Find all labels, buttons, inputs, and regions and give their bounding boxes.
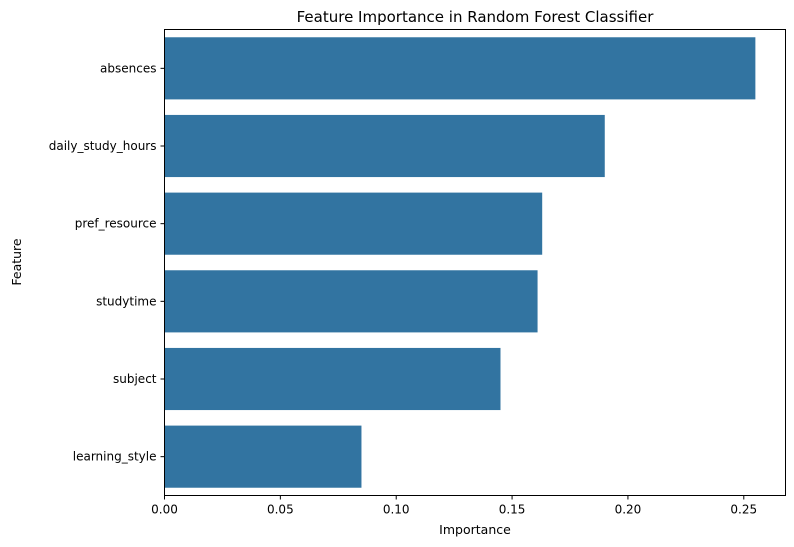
y-tick-label: subject (113, 372, 157, 386)
y-tick-label: absences (100, 61, 156, 75)
x-tick-label: 0.20 (615, 503, 642, 517)
x-tick-label: 0.15 (499, 503, 526, 517)
bar-subject (164, 347, 501, 411)
y-ticks-group: absences daily_study_hours pref_resourcest… (49, 61, 165, 464)
bar-studytime (164, 270, 538, 333)
bar-pref-resource (164, 192, 543, 255)
bar-learning-style (164, 425, 362, 488)
y-tick-label: studytime (96, 294, 156, 308)
bar-absences (164, 37, 756, 100)
x-tick-label: 0.25 (730, 503, 757, 517)
y-axis-label: Feature (9, 238, 24, 286)
x-axis-label: Importance (439, 522, 511, 537)
x-tick-label: 0.05 (267, 503, 294, 517)
bar-daily-study-hours (164, 114, 605, 178)
plot-frame (164, 29, 786, 496)
y-tick-label: learning_style (73, 450, 157, 464)
chart-title: Feature Importance in Random Forest Clas… (297, 8, 655, 26)
x-tick-label: 0.10 (383, 503, 410, 517)
y-tick-label: daily_study_hours (49, 139, 157, 153)
y-tick-label: pref_resource (75, 217, 157, 231)
x-ticks-group: 0.00 0.05 0.10 0.15 0.20 0.25 (151, 495, 757, 517)
x-tick-label: 0.00 (151, 503, 178, 517)
bars-group (164, 37, 756, 488)
